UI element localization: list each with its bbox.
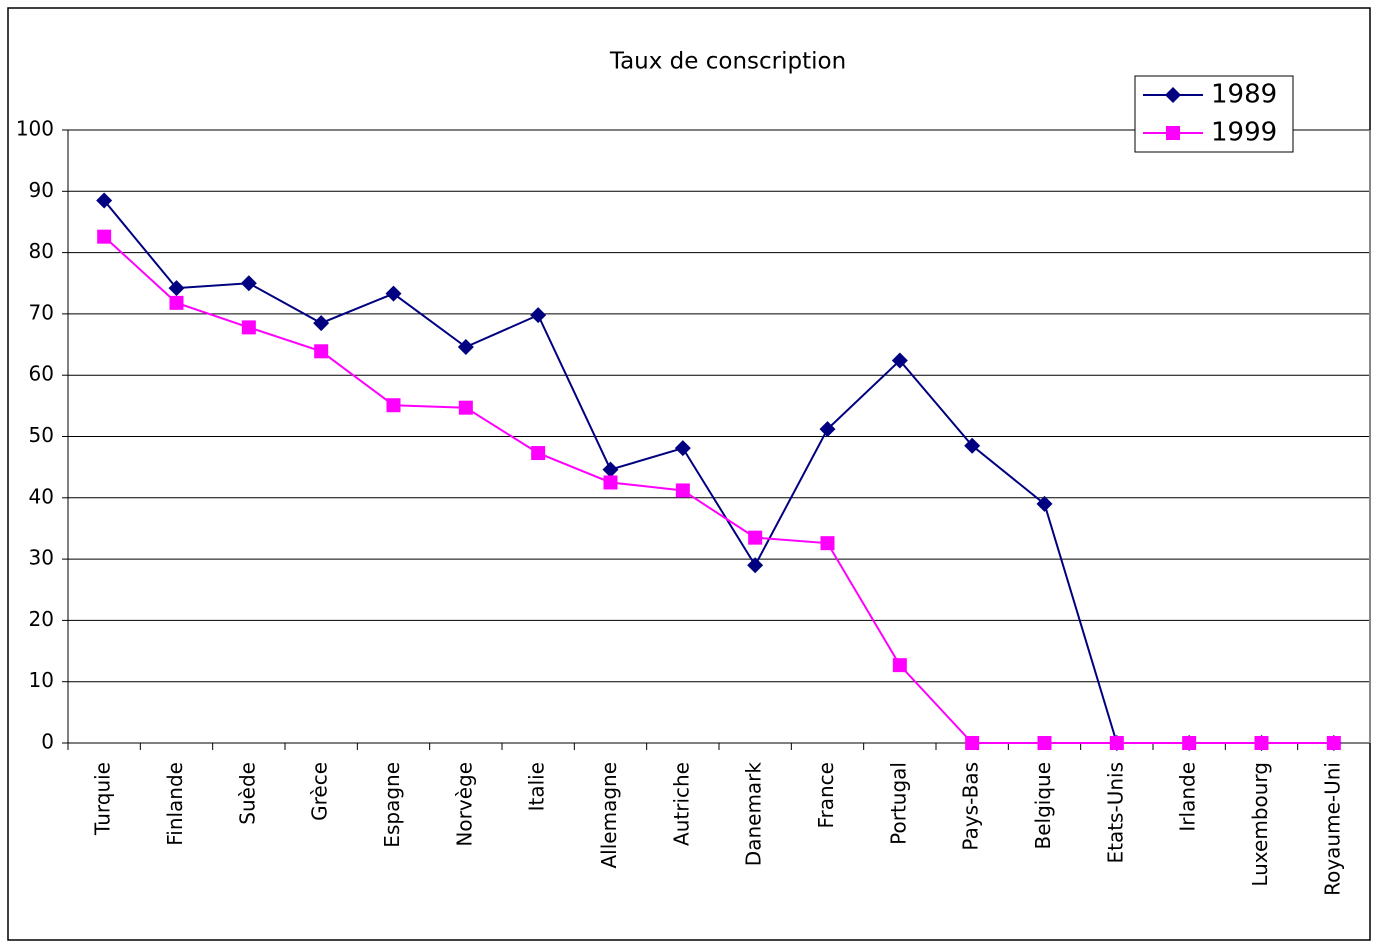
- point: [602, 461, 619, 478]
- x-tick-label: Royaume-Uni: [1320, 762, 1344, 896]
- point: [169, 295, 184, 310]
- point: [313, 315, 330, 332]
- x-tick-label: Danemark: [742, 762, 766, 867]
- point: [674, 440, 691, 457]
- point: [820, 536, 835, 551]
- point: [168, 280, 185, 297]
- point: [314, 344, 329, 359]
- point: [747, 557, 764, 574]
- y-tick-label: 40: [29, 484, 54, 508]
- x-tick-label: Italie: [525, 762, 549, 811]
- point: [675, 483, 690, 498]
- x-tick-label: Etats-Unis: [1103, 762, 1127, 864]
- y-tick-label: 0: [41, 730, 54, 754]
- point: [1166, 126, 1180, 140]
- y-tick-label: 20: [29, 607, 54, 631]
- y-tick-label: 10: [29, 668, 54, 692]
- x-tick-label: Grèce: [308, 762, 332, 821]
- y-tick-label: 80: [29, 239, 54, 263]
- x-tick-label: Portugal: [886, 762, 910, 845]
- point: [964, 437, 981, 454]
- point: [965, 736, 980, 750]
- y-tick-label: 50: [29, 423, 54, 447]
- x-tick-label: Belgique: [1031, 762, 1055, 850]
- point: [96, 192, 113, 209]
- x-tick-label: France: [814, 762, 838, 829]
- x-tick-label: Pays-Bas: [959, 762, 983, 851]
- point: [1182, 736, 1197, 750]
- point: [385, 285, 402, 302]
- y-tick-label: 100: [16, 117, 54, 141]
- point: [531, 446, 546, 461]
- chart-title: Taux de conscription: [609, 49, 846, 75]
- point: [241, 320, 256, 335]
- point: [458, 400, 473, 415]
- x-tick-label: Allemagne: [597, 762, 621, 869]
- x-tick-label: Norvège: [452, 762, 476, 847]
- point: [97, 229, 112, 244]
- point: [240, 275, 257, 292]
- x-tick-label: Finlande: [163, 762, 187, 846]
- point: [1254, 736, 1269, 750]
- legend-box: [1134, 75, 1294, 153]
- x-tick-label: Turquie: [91, 762, 115, 836]
- point: [1109, 736, 1124, 750]
- point: [1165, 87, 1181, 103]
- x-tick-label: Luxembourg: [1248, 762, 1272, 887]
- point: [1037, 736, 1052, 750]
- point: [1036, 495, 1053, 512]
- x-tick-label: Autriche: [669, 762, 693, 846]
- y-tick-label: 90: [29, 178, 54, 202]
- point: [457, 339, 474, 356]
- legend-label: 1989: [1211, 80, 1277, 110]
- y-tick-label: 70: [29, 300, 54, 324]
- y-tick-label: 60: [29, 362, 54, 386]
- series-line: [103, 235, 1334, 744]
- chart-border: [7, 7, 1371, 941]
- y-tick-label: 30: [29, 546, 54, 570]
- point: [891, 352, 908, 369]
- point: [530, 307, 547, 324]
- point: [386, 398, 401, 413]
- point: [892, 658, 907, 673]
- x-tick-label: Irlande: [1176, 762, 1200, 832]
- x-tick-label: Suède: [235, 762, 259, 825]
- legend-label: 1999: [1211, 118, 1277, 148]
- point: [819, 421, 836, 438]
- point: [603, 475, 618, 490]
- point: [1326, 736, 1341, 750]
- point: [748, 530, 763, 545]
- x-tick-label: Espagne: [380, 762, 404, 848]
